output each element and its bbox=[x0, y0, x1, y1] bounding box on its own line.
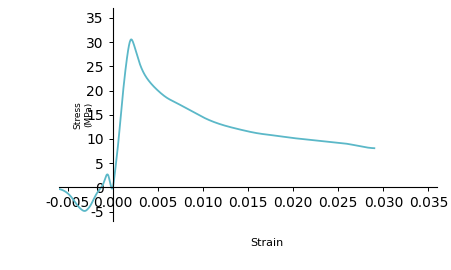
Y-axis label: Stress
(MPa): Stress (MPa) bbox=[74, 101, 93, 129]
X-axis label: Strain: Strain bbox=[250, 238, 284, 248]
